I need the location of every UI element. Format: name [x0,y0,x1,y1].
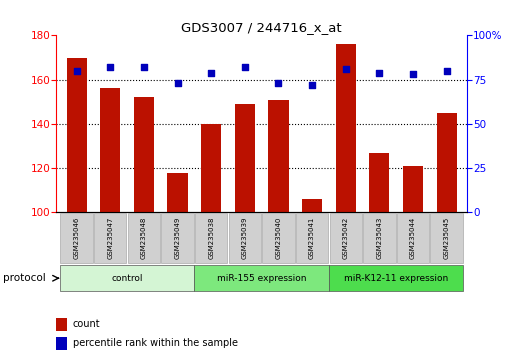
Title: GDS3007 / 244716_x_at: GDS3007 / 244716_x_at [181,21,342,34]
Bar [336,44,356,212]
Text: GSM235045: GSM235045 [444,217,450,259]
Bar [100,88,121,212]
Bar [56,337,67,350]
Text: GSM235046: GSM235046 [73,217,80,259]
Text: protocol: protocol [3,273,45,283]
Bar [201,124,221,212]
Text: miR-K12-11 expression: miR-K12-11 expression [344,274,448,283]
Text: GSM235043: GSM235043 [377,217,382,259]
FancyBboxPatch shape [329,213,362,263]
Text: GSM235042: GSM235042 [343,217,349,259]
Text: percentile rank within the sample: percentile rank within the sample [73,338,238,348]
Text: GSM235048: GSM235048 [141,217,147,259]
Point [140,64,148,70]
Bar [403,166,423,212]
Text: GSM235039: GSM235039 [242,217,248,259]
Text: GSM235047: GSM235047 [107,217,113,259]
Point [173,80,182,86]
Bar [369,153,389,212]
Text: GSM235044: GSM235044 [410,217,416,259]
FancyBboxPatch shape [61,213,93,263]
FancyBboxPatch shape [128,213,160,263]
Bar [134,97,154,212]
Bar [302,199,322,212]
FancyBboxPatch shape [363,213,396,263]
FancyBboxPatch shape [60,265,194,291]
Point [274,80,283,86]
FancyBboxPatch shape [94,213,126,263]
Text: control: control [111,274,143,283]
Point [106,64,114,70]
Point [207,70,215,75]
Text: GSM235040: GSM235040 [275,217,282,259]
FancyBboxPatch shape [195,213,227,263]
Text: miR-155 expression: miR-155 expression [217,274,306,283]
FancyBboxPatch shape [194,265,329,291]
Point [308,82,316,88]
Bar [268,99,288,212]
Bar [67,57,87,212]
Point [409,72,417,77]
Text: count: count [73,319,101,329]
Text: GSM235041: GSM235041 [309,217,315,259]
Bar [235,104,255,212]
Point [342,66,350,72]
FancyBboxPatch shape [329,265,463,291]
Point [443,68,451,74]
Point [241,64,249,70]
Point [72,68,81,74]
FancyBboxPatch shape [162,213,194,263]
Point [376,70,384,75]
FancyBboxPatch shape [229,213,261,263]
Bar [56,318,67,331]
FancyBboxPatch shape [262,213,294,263]
FancyBboxPatch shape [296,213,328,263]
Text: GSM235049: GSM235049 [174,217,181,259]
Bar [167,172,188,212]
FancyBboxPatch shape [397,213,429,263]
FancyBboxPatch shape [430,213,463,263]
Text: GSM235038: GSM235038 [208,217,214,259]
Bar [437,113,457,212]
